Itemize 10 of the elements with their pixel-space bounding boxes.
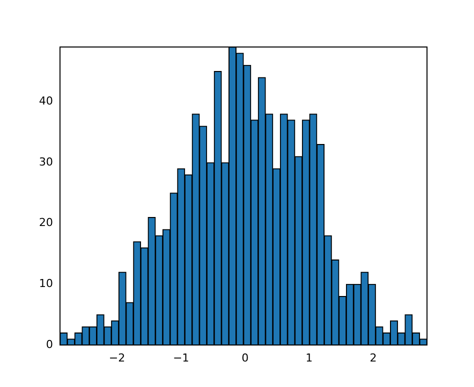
x-tick-label: −2: [108, 351, 126, 364]
y-tick-label: 10: [39, 277, 53, 290]
x-tick-label: 0: [242, 351, 249, 364]
y-tick-label: 0: [46, 338, 53, 351]
x-tick-label: 2: [370, 351, 377, 364]
y-tick-label: 20: [39, 216, 53, 230]
y-tick-label: 40: [39, 94, 53, 108]
x-tick-label: −1: [172, 351, 190, 364]
x-tick-label: 1: [306, 351, 313, 364]
y-tick-label: 30: [39, 155, 53, 168]
